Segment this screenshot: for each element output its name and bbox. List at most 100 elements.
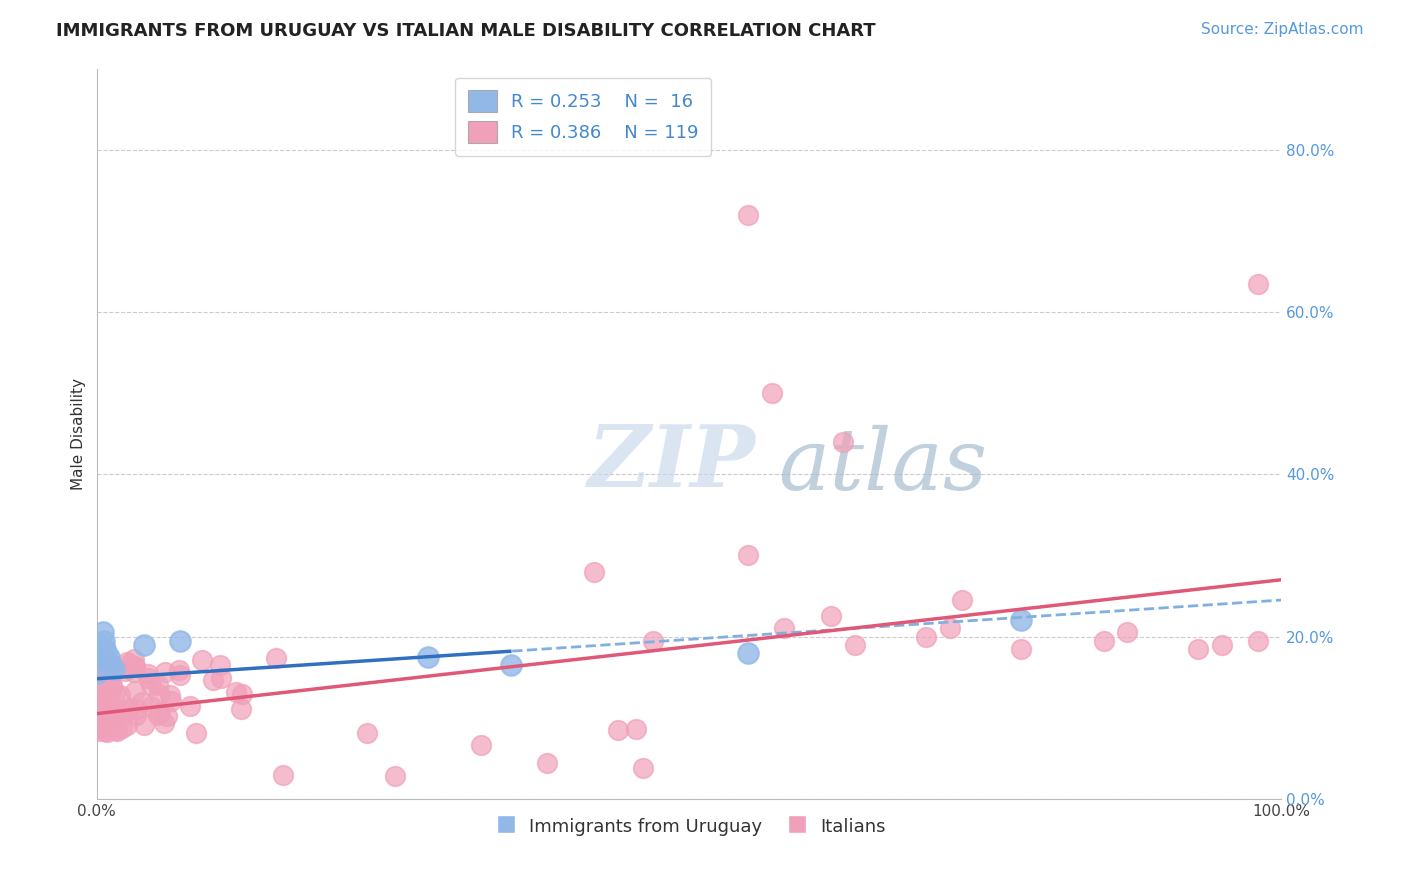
Point	[159, 694, 181, 708]
Point	[470, 738, 492, 752]
Y-axis label: Male Disability: Male Disability	[72, 377, 86, 490]
Text: atlas: atlas	[778, 425, 987, 508]
Point	[94, 689, 117, 703]
Point	[761, 386, 783, 401]
Point	[103, 713, 125, 727]
Point	[94, 675, 117, 690]
Point	[124, 658, 146, 673]
Point	[91, 694, 114, 708]
Point	[169, 633, 191, 648]
Point	[93, 665, 115, 679]
Point	[1247, 633, 1270, 648]
Point	[356, 725, 378, 739]
Point	[115, 717, 138, 731]
Point	[101, 710, 124, 724]
Point	[125, 707, 148, 722]
Point	[1187, 641, 1209, 656]
Point	[111, 721, 134, 735]
Point	[131, 695, 153, 709]
Point	[93, 690, 115, 705]
Point	[1092, 633, 1115, 648]
Point	[108, 688, 131, 702]
Point	[156, 708, 179, 723]
Point	[124, 683, 146, 698]
Point	[100, 657, 122, 672]
Point	[96, 654, 118, 668]
Point	[146, 708, 169, 723]
Point	[169, 668, 191, 682]
Point	[98, 680, 121, 694]
Point	[94, 714, 117, 729]
Point	[118, 701, 141, 715]
Point	[100, 657, 122, 671]
Point	[153, 665, 176, 679]
Point	[118, 657, 141, 671]
Point	[114, 664, 136, 678]
Point	[89, 672, 111, 686]
Point	[737, 549, 759, 563]
Point	[148, 687, 170, 701]
Point	[191, 653, 214, 667]
Point	[201, 673, 224, 687]
Point	[208, 658, 231, 673]
Point	[87, 678, 110, 692]
Point	[110, 709, 132, 723]
Point	[136, 667, 159, 681]
Point	[103, 662, 125, 676]
Point	[89, 707, 111, 722]
Point	[384, 769, 406, 783]
Point	[96, 725, 118, 739]
Point	[1211, 638, 1233, 652]
Point	[90, 702, 112, 716]
Point	[153, 715, 176, 730]
Point	[737, 646, 759, 660]
Point	[90, 720, 112, 734]
Point	[94, 654, 117, 668]
Point	[139, 698, 162, 713]
Point	[1247, 277, 1270, 291]
Point	[98, 706, 121, 720]
Point	[127, 702, 149, 716]
Point	[915, 630, 938, 644]
Text: Source: ZipAtlas.com: Source: ZipAtlas.com	[1201, 22, 1364, 37]
Point	[124, 659, 146, 673]
Point	[938, 622, 960, 636]
Point	[104, 685, 127, 699]
Point	[94, 718, 117, 732]
Point	[101, 681, 124, 696]
Point	[167, 663, 190, 677]
Point	[100, 678, 122, 692]
Point	[117, 703, 139, 717]
Point	[271, 768, 294, 782]
Point	[86, 666, 108, 681]
Point	[225, 685, 247, 699]
Point	[631, 761, 654, 775]
Point	[146, 678, 169, 692]
Point	[132, 638, 155, 652]
Point	[772, 622, 794, 636]
Point	[124, 652, 146, 666]
Point	[1010, 641, 1032, 656]
Point	[115, 655, 138, 669]
Point	[844, 638, 866, 652]
Point	[89, 678, 111, 692]
Point	[832, 434, 855, 449]
Point	[105, 724, 128, 739]
Point	[98, 688, 121, 702]
Point	[536, 756, 558, 771]
Point	[737, 208, 759, 222]
Point	[624, 723, 647, 737]
Point	[100, 657, 122, 672]
Point	[97, 649, 120, 664]
Point	[583, 565, 606, 579]
Point	[141, 678, 163, 692]
Point	[89, 723, 111, 738]
Point	[87, 660, 110, 674]
Point	[100, 668, 122, 682]
Point	[134, 718, 156, 732]
Legend: Immigrants from Uruguay, Italians: Immigrants from Uruguay, Italians	[485, 808, 893, 845]
Text: ZIP: ZIP	[588, 421, 756, 505]
Point	[94, 646, 117, 660]
Point	[1116, 625, 1139, 640]
Point	[105, 702, 128, 716]
